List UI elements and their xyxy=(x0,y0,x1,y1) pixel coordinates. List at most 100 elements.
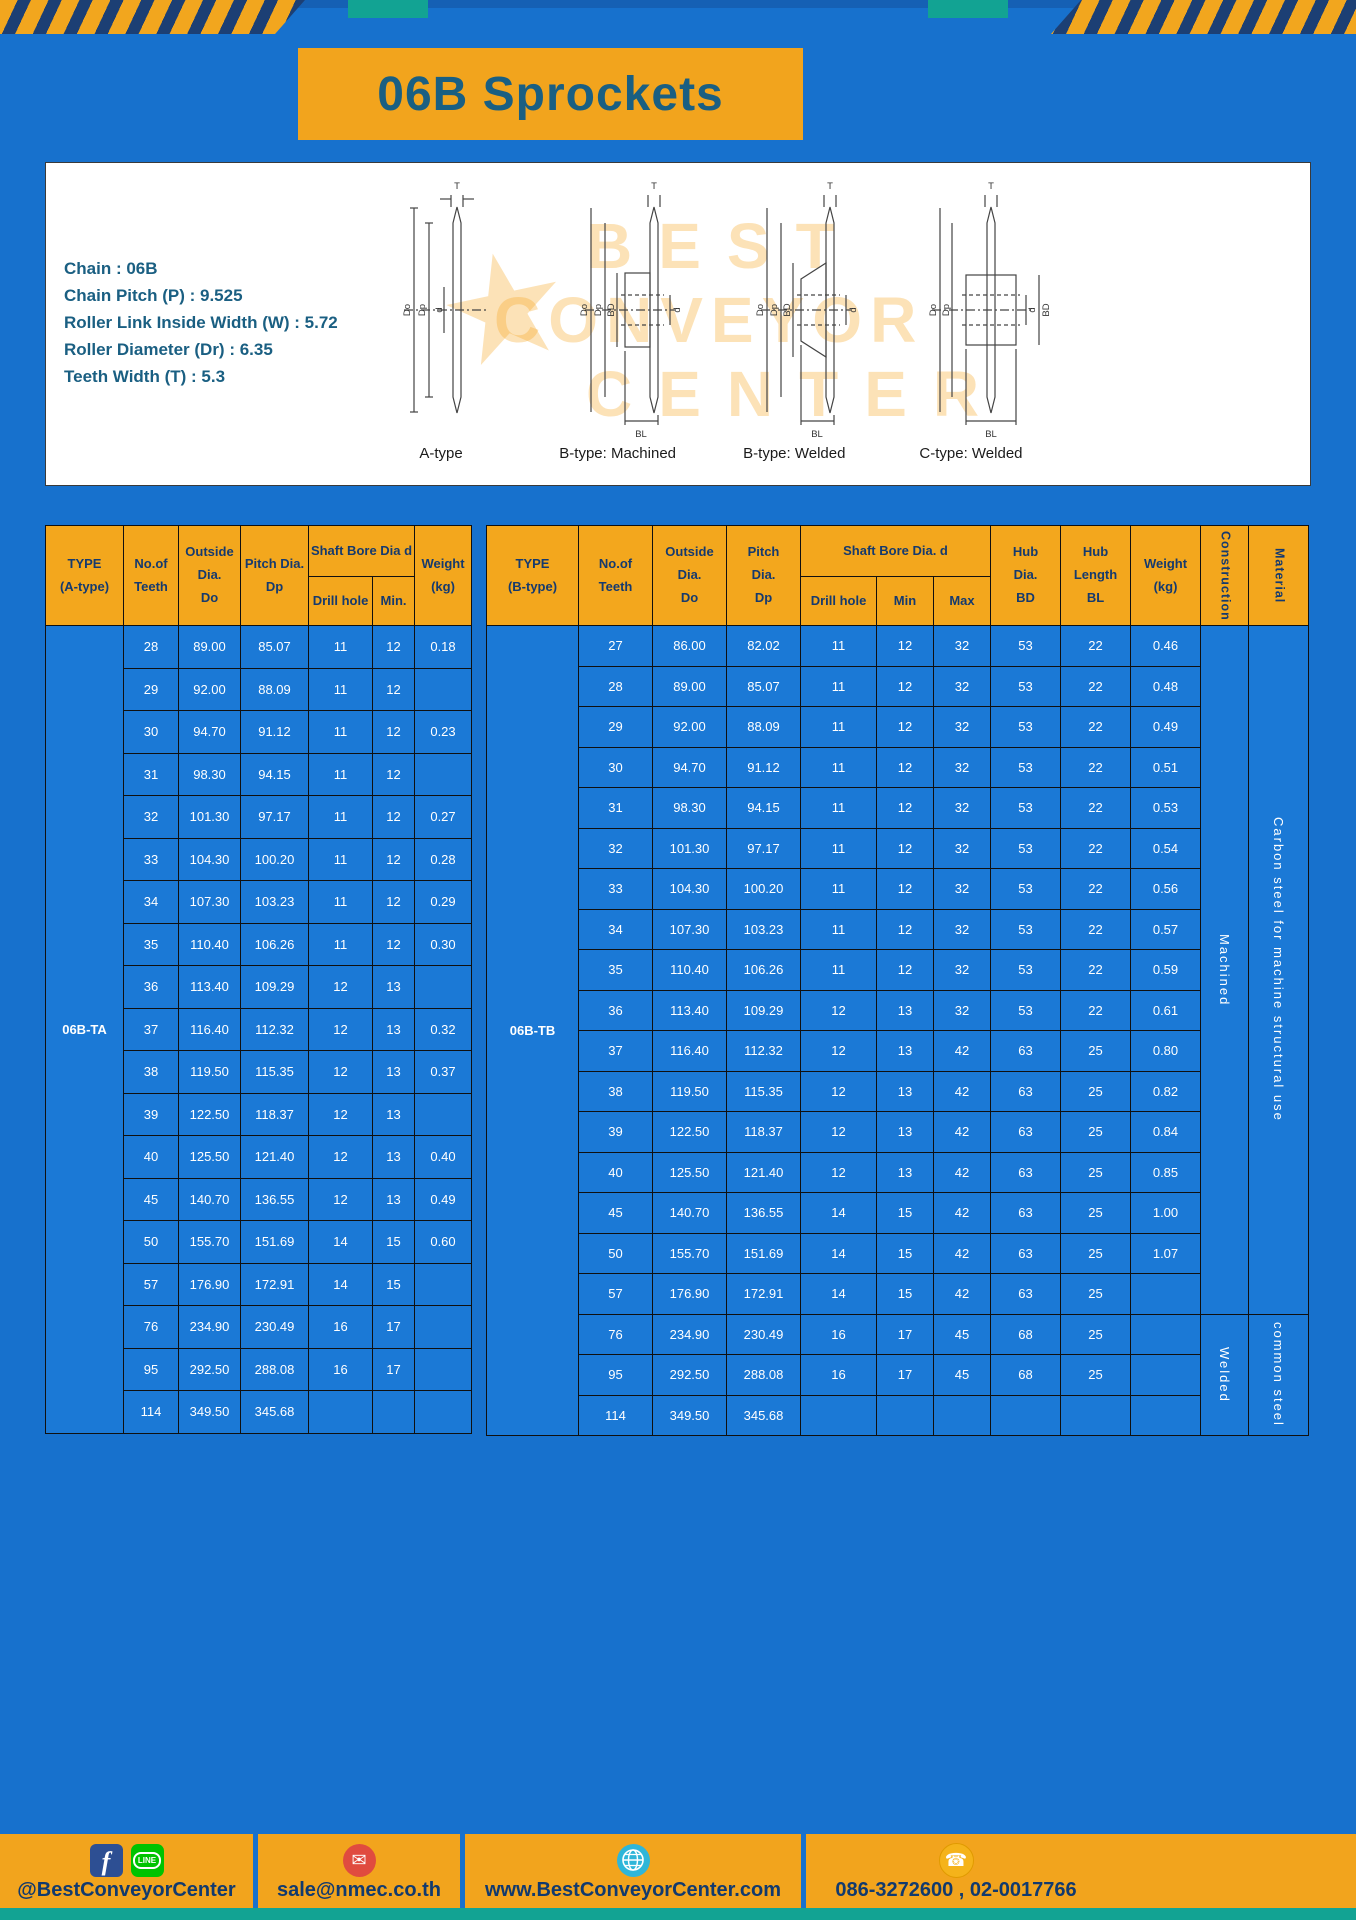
table-cell: 109.29 xyxy=(726,989,801,1031)
footer-email-text: sale@nmec.co.th xyxy=(276,1879,441,1901)
table-b: TYPE (B-type) No.of Teeth Outside Dia. D… xyxy=(486,525,1309,1436)
table-cell: 11 xyxy=(308,922,373,966)
table-cell: 0.57 xyxy=(1130,908,1201,950)
table-cell: 53 xyxy=(990,908,1061,950)
table-cell xyxy=(800,1394,877,1436)
table-cell: 33 xyxy=(123,837,179,881)
table-cell: 292.50 xyxy=(178,1347,241,1391)
table-cell: 112.32 xyxy=(240,1007,309,1051)
table-cell xyxy=(414,1262,472,1306)
table-cell: 0.85 xyxy=(1130,1151,1201,1193)
table-cell: 22 xyxy=(1060,827,1131,869)
table-cell xyxy=(1130,1394,1201,1436)
table-cell: 38 xyxy=(123,1050,179,1094)
table-cell xyxy=(308,1390,373,1434)
table-cell: 14 xyxy=(308,1220,373,1264)
table-cell: 13 xyxy=(372,1050,415,1094)
table-cell: 0.32 xyxy=(414,1007,472,1051)
table-row: 30 94.70 91.12 11 12 0.23 xyxy=(46,710,472,754)
table-cell: 11 xyxy=(800,868,877,910)
dim-label: d xyxy=(434,307,445,312)
table-cell: 12 xyxy=(876,827,934,869)
table-cell: 22 xyxy=(1060,989,1131,1031)
table-cell: 114 xyxy=(123,1390,179,1434)
table-cell: 106.26 xyxy=(726,949,801,991)
table-cell: 88.09 xyxy=(240,667,309,711)
table-cell: 76 xyxy=(578,1313,653,1355)
table-cell: 14 xyxy=(800,1192,877,1234)
table-cell: 32 xyxy=(933,827,991,869)
table-cell: 22 xyxy=(1060,868,1131,910)
dim-label: BL xyxy=(985,429,997,440)
table-cell: 104.30 xyxy=(178,837,241,881)
table-cell: 42 xyxy=(933,1232,991,1274)
table-cell: 22 xyxy=(1060,787,1131,829)
table-cell xyxy=(372,1390,415,1434)
spec-line: Teeth Width (T) : 5.3 xyxy=(64,367,226,386)
bottom-teal-bar xyxy=(0,1908,1356,1920)
table-cell: 35 xyxy=(578,949,653,991)
table-cell: 13 xyxy=(372,1007,415,1051)
table-cell: 230.49 xyxy=(726,1313,801,1355)
table-cell: 25 xyxy=(1060,1273,1131,1315)
table-row: 39 122.50 118.37 12 13 xyxy=(46,1092,472,1136)
table-cell: 15 xyxy=(876,1192,934,1234)
table-cell: 37 xyxy=(123,1007,179,1051)
table-cell: 92.00 xyxy=(652,706,727,748)
table-cell: 0.23 xyxy=(414,710,472,754)
header-type: TYPE (B-type) xyxy=(486,525,579,626)
table-cell: 11 xyxy=(800,665,877,707)
dim-label: Do xyxy=(402,304,413,316)
table-cell: 28 xyxy=(578,665,653,707)
table-cell: 0.28 xyxy=(414,837,472,881)
table-cell: 11 xyxy=(800,827,877,869)
table-cell: 0.80 xyxy=(1130,1030,1201,1072)
table-cell: 0.51 xyxy=(1130,746,1201,788)
table-row: 45 140.70 136.55 12 13 0.49 xyxy=(46,1177,472,1221)
table-cell: 0.29 xyxy=(414,880,472,924)
table-cell: 32 xyxy=(123,795,179,839)
construction-cell: Welded xyxy=(1200,1313,1249,1436)
table-cell xyxy=(414,1305,472,1349)
table-cell: 13 xyxy=(876,989,934,1031)
header-min: Min xyxy=(876,576,934,626)
dim-label: BD xyxy=(606,303,617,316)
header-min: Min. xyxy=(372,576,415,626)
type-cell: 06B-TB xyxy=(486,625,579,1436)
table-cell: 12 xyxy=(876,949,934,991)
table-cell: 119.50 xyxy=(178,1050,241,1094)
header-teeth: No.of Teeth xyxy=(123,525,179,626)
table-cell: 0.48 xyxy=(1130,665,1201,707)
table-a: TYPE (A-type) No.of Teeth Outside Dia. D… xyxy=(45,525,472,1434)
footer-social-handle: @BestConveyorCenter xyxy=(17,1879,236,1901)
table-cell: 32 xyxy=(933,706,991,748)
table-cell: 16 xyxy=(308,1305,373,1349)
table-cell: 121.40 xyxy=(240,1135,309,1179)
footer-website-text: www.BestConveyorCenter.com xyxy=(484,1879,781,1901)
table-cell: 155.70 xyxy=(178,1220,241,1264)
table-cell: 31 xyxy=(123,752,179,796)
header-shaft-bore-group: Shaft Bore Dia d xyxy=(308,525,415,577)
table-cell: 28 xyxy=(123,625,179,669)
header-teeth: No.of Teeth xyxy=(578,525,653,626)
table-cell: 22 xyxy=(1060,665,1131,707)
footer-phone-section: ☎ 086-3272600 , 02-0017766 xyxy=(806,1834,1356,1908)
header-drill-hole: Drill hole xyxy=(308,576,373,626)
table-cell: 125.50 xyxy=(652,1151,727,1193)
table-cell: 110.40 xyxy=(178,922,241,966)
table-cell: 32 xyxy=(933,746,991,788)
table-cell: 34 xyxy=(578,908,653,950)
table-cell: 32 xyxy=(933,989,991,1031)
table-row: 114 349.50 345.68 xyxy=(46,1390,472,1434)
table-cell: 16 xyxy=(800,1354,877,1396)
table-row: 57 176.90 172.91 14 15 xyxy=(46,1262,472,1306)
table-cell: 11 xyxy=(800,746,877,788)
table-cell: 36 xyxy=(123,965,179,1009)
email-icon: ✉ xyxy=(342,1843,376,1877)
table-cell: 33 xyxy=(578,868,653,910)
table-row: 28 89.00 85.07 11 12 32 53 22 0.48 xyxy=(487,665,1309,707)
table-cell: 22 xyxy=(1060,746,1131,788)
table-cell: 0.27 xyxy=(414,795,472,839)
header-type: TYPE (A-type) xyxy=(45,525,124,626)
table-cell: 172.91 xyxy=(726,1273,801,1315)
